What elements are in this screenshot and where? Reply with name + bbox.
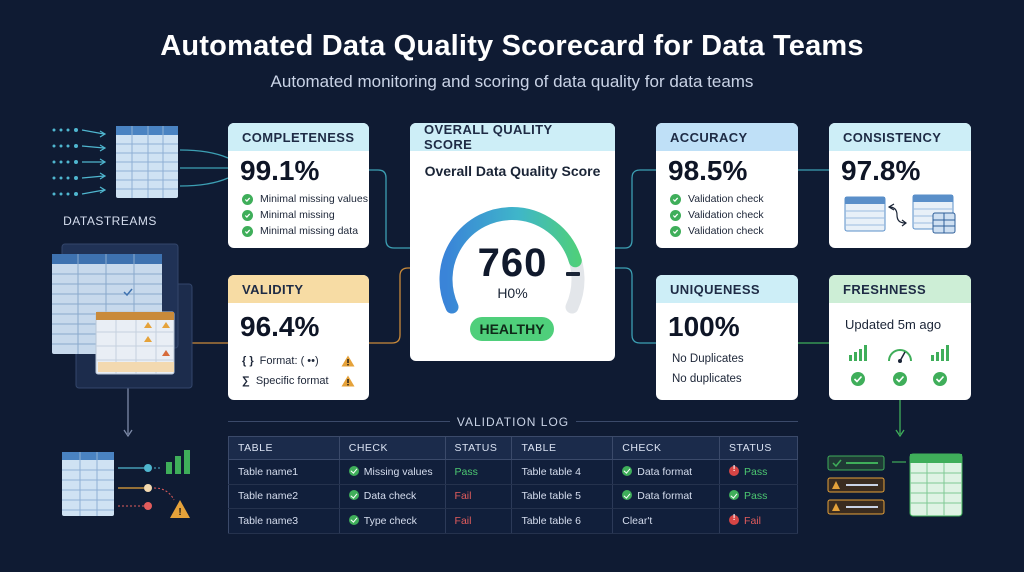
- overall-label: Overall Data Quality Score: [424, 163, 601, 179]
- consistency-title: CONSISTENCY: [829, 123, 971, 151]
- freshness-title: FRESHNESS: [829, 275, 971, 303]
- log-status-cell: Fail: [719, 508, 798, 534]
- completeness-card: COMPLETENESS 99.1% Minimal missing value…: [228, 123, 369, 248]
- log-check-cell: Data format: [612, 484, 721, 509]
- consistency-card: CONSISTENCY 97.8%: [829, 123, 971, 248]
- check-icon: [242, 225, 253, 237]
- log-table-cell: Table table 6: [511, 508, 614, 534]
- accuracy-check-3: Validation check: [656, 223, 798, 239]
- check-icon: [670, 209, 681, 221]
- score-gauge: [439, 207, 585, 314]
- accuracy-check-2: Validation check: [656, 207, 798, 223]
- overall-title: OVERALL QUALITY SCORE: [410, 123, 615, 152]
- check-icon: [670, 225, 681, 237]
- log-table-cell: Table name1: [228, 459, 340, 485]
- check-icon: [348, 465, 359, 476]
- completeness-check-2: Minimal missing: [228, 207, 369, 223]
- overall-score: 760: [477, 241, 548, 285]
- error-icon: [729, 464, 740, 476]
- log-table-cell: Table name2: [228, 484, 340, 509]
- uniqueness-card: UNIQUENESS 100% No Duplicates No duplica…: [656, 275, 798, 400]
- freshness-updated: Updated 5m ago: [845, 317, 942, 332]
- log-table-cell: Table table 5: [511, 484, 614, 509]
- stacked-tables-icon: [52, 243, 193, 389]
- freshness-indicators-icon: [849, 345, 949, 386]
- log-check-cell: Data check: [339, 484, 446, 509]
- alerts-panel-icon: [827, 453, 963, 517]
- log-status-cell: Pass: [719, 484, 798, 509]
- uniqueness-row-2: No duplicates: [672, 373, 742, 385]
- validity-row-2: ∑ Specific format: [228, 371, 369, 391]
- healthy-badge: HEALTHY: [470, 317, 554, 341]
- consistency-value: 97.8%: [841, 155, 921, 186]
- check-icon: [242, 193, 253, 205]
- uniqueness-value: 100%: [668, 311, 740, 342]
- check-icon: [348, 514, 359, 525]
- validity-row-1: { } Format: ( ••): [228, 351, 369, 371]
- check-icon: [622, 490, 633, 501]
- check-icon: [242, 209, 253, 221]
- svg-text:!: !: [178, 507, 181, 518]
- log-check-cell: Data format: [612, 459, 721, 485]
- overall-score-card: OVERALL QUALITY SCORE Overall Data Quali…: [410, 123, 615, 361]
- bottom-left-flow-icon: !: [62, 450, 190, 518]
- log-check-cell: Type check: [339, 508, 446, 534]
- table-row: Table name1 Missing values Pass Table ta…: [228, 459, 798, 485]
- datastreams-label: DATASTREAMS: [63, 214, 157, 228]
- page-title: Automated Data Quality Scorecard for Dat…: [160, 30, 864, 62]
- datastream-table-icon: [116, 126, 178, 198]
- uniqueness-title: UNIQUENESS: [656, 275, 798, 303]
- log-header-table: TABLE: [228, 436, 340, 460]
- error-icon: [729, 513, 740, 525]
- log-header-check: CHECK: [612, 436, 721, 460]
- log-header-check: CHECK: [339, 436, 446, 460]
- overall-sub: H0%: [497, 285, 528, 301]
- datastream-arrows: [52, 128, 107, 196]
- check-icon: [670, 193, 681, 205]
- completeness-value: 99.1%: [240, 155, 320, 186]
- accuracy-check-1: Validation check: [656, 191, 798, 207]
- log-status-cell: Fail: [445, 484, 513, 509]
- log-divider-right: [576, 421, 798, 422]
- braces-icon: { }: [242, 355, 254, 367]
- log-status-cell: Pass: [719, 459, 798, 485]
- page-subtitle: Automated monitoring and scoring of data…: [270, 72, 754, 91]
- warning-icon: [341, 355, 355, 367]
- log-table-cell: Table name3: [228, 508, 340, 534]
- validation-log-table: TABLE CHECK STATUS TABLE CHECK STATUS Ta…: [228, 436, 798, 534]
- accuracy-card: ACCURACY 98.5% Validation check Validati…: [656, 123, 798, 248]
- table-row: Table name2 Data check Fail Table table …: [228, 484, 798, 509]
- log-header-status: STATUS: [719, 436, 798, 460]
- completeness-title: COMPLETENESS: [228, 123, 369, 151]
- accuracy-title: ACCURACY: [656, 123, 798, 151]
- completeness-check-3: Minimal missing data: [228, 223, 369, 239]
- validity-title: VALIDITY: [228, 275, 369, 303]
- completeness-check-1: Minimal missing values: [228, 191, 369, 207]
- validity-value: 96.4%: [240, 311, 320, 342]
- log-header-row: TABLE CHECK STATUS TABLE CHECK STATUS: [228, 436, 798, 460]
- log-check-cell: Missing values: [339, 459, 446, 485]
- log-header-status: STATUS: [445, 436, 513, 460]
- uniqueness-row-1: No Duplicates: [672, 353, 744, 365]
- freshness-card: FRESHNESS Updated 5m ago: [829, 275, 971, 400]
- check-icon: [729, 490, 740, 501]
- log-status-cell: Fail: [445, 508, 513, 534]
- accuracy-value: 98.5%: [668, 155, 748, 186]
- sigma-icon: ∑: [242, 375, 250, 387]
- validation-log-title: VALIDATION LOG: [456, 415, 570, 429]
- warning-icon: [341, 375, 355, 387]
- log-status-cell: Pass: [445, 459, 513, 485]
- table-row: Table name3 Type check Fail Table table …: [228, 508, 798, 534]
- log-header-table: TABLE: [511, 436, 614, 460]
- log-divider-left: [228, 421, 450, 422]
- check-icon: [622, 465, 633, 476]
- log-table-cell: Table table 4: [511, 459, 614, 485]
- validity-card: VALIDITY 96.4% { } Format: ( ••) ∑ Speci…: [228, 275, 369, 400]
- log-check-cell: Clear't: [612, 508, 721, 534]
- check-icon: [348, 490, 359, 501]
- sync-tables-icon: [844, 194, 956, 234]
